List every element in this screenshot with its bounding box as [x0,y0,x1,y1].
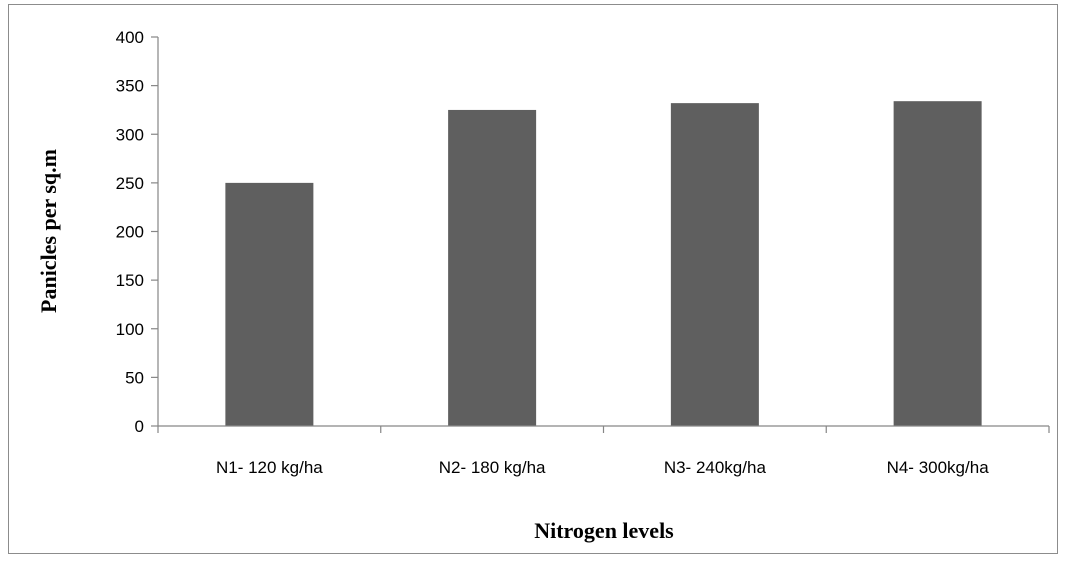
bar-3 [670,103,759,426]
bar-4 [893,101,982,426]
x-tick-label: N1- 120 kg/ha [216,458,323,477]
y-ticks-group: 0 50 100 150 200 250 300 350 400 [116,28,158,436]
bars-group [225,101,982,426]
x-tick-label: N3- 240kg/ha [664,458,767,477]
y-tick-label: 0 [135,417,144,436]
bar-2 [448,109,537,426]
y-tick-label: 350 [116,77,144,96]
y-tick-label: 200 [116,223,144,242]
y-tick-label: 250 [116,174,144,193]
bar-1 [225,182,314,426]
y-tick-label: 50 [125,368,144,387]
x-tick-label: N4- 300kg/ha [887,458,990,477]
y-tick-label: 400 [116,28,144,47]
y-axis-title: Panicles per sq.m [36,149,61,313]
x-ticks-group: N1- 120 kg/ha N2- 180 kg/ha N3- 240kg/ha N4… [157,426,1050,477]
y-tick-label: 150 [116,271,144,290]
y-tick-label: 300 [116,125,144,144]
y-tick-label: 100 [116,320,144,339]
x-tick-label: N2- 180 kg/ha [439,458,546,477]
x-axis-title: Nitrogen levels [534,518,674,543]
